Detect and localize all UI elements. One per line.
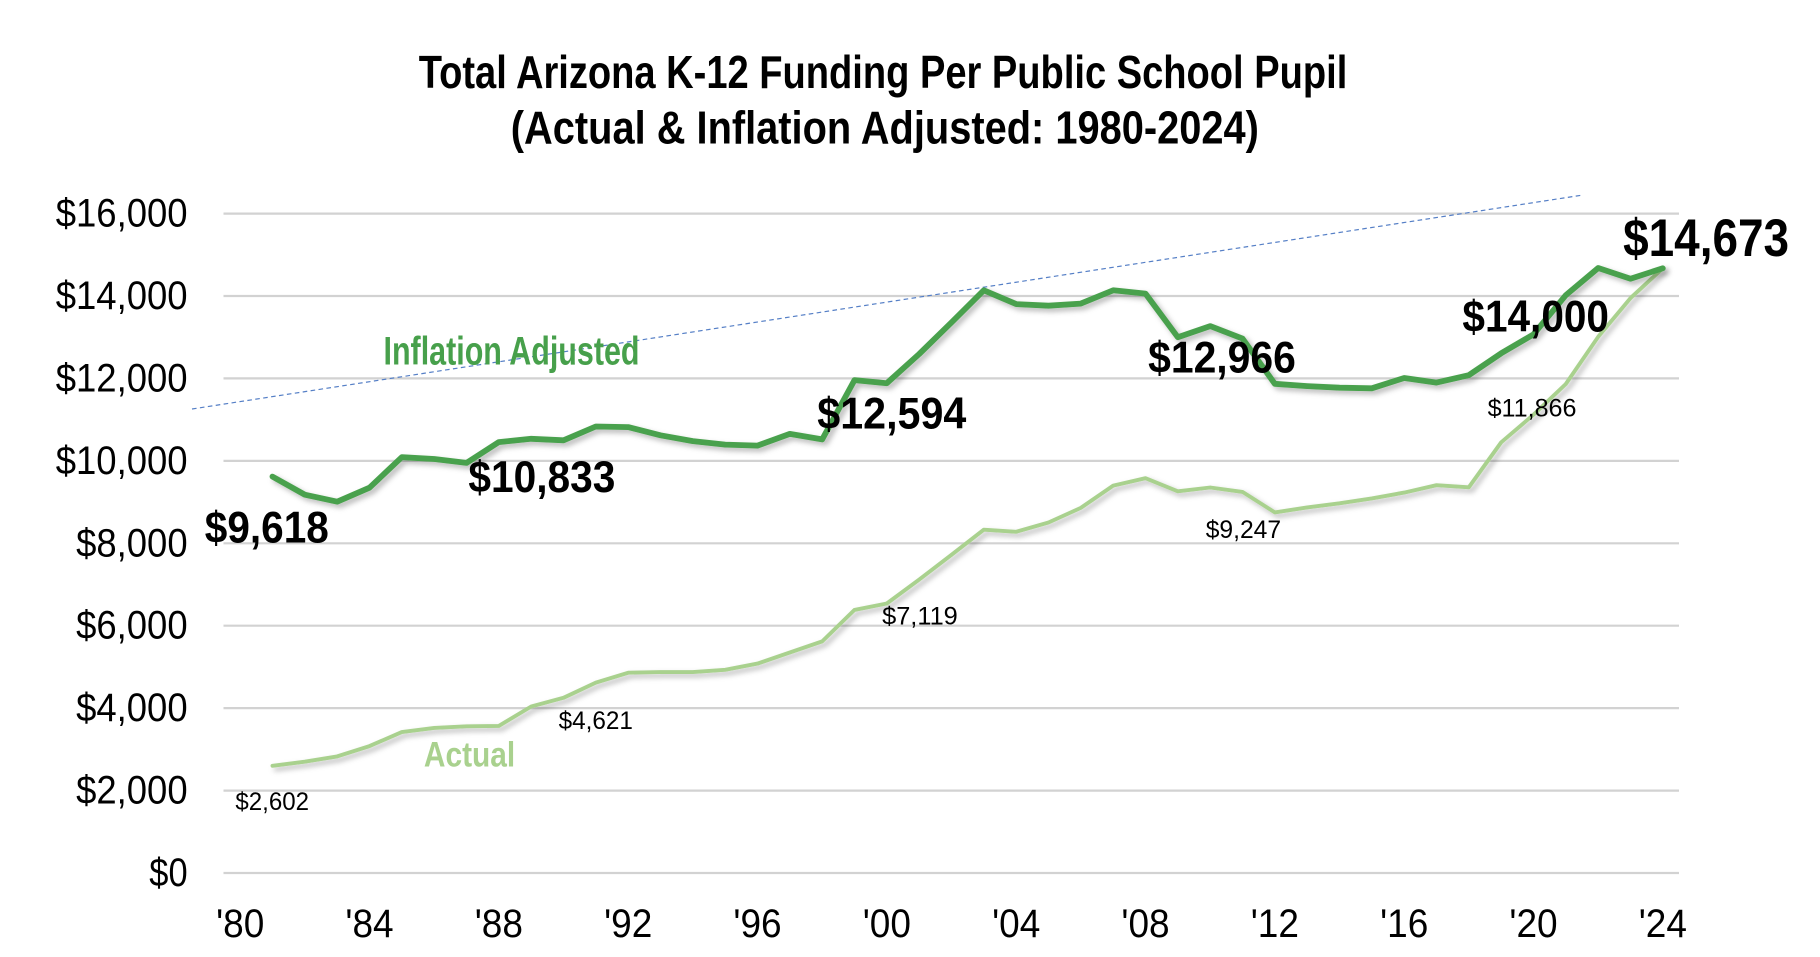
svg-text:'08: '08 bbox=[1121, 902, 1169, 946]
svg-text:(Actual & Inflation Adjusted:: (Actual & Inflation Adjusted: 1980-2024) bbox=[511, 102, 1259, 154]
svg-text:'92: '92 bbox=[604, 902, 652, 946]
svg-text:'00: '00 bbox=[863, 902, 911, 946]
svg-text:Inflation Adjusted: Inflation Adjusted bbox=[384, 329, 640, 373]
svg-text:'16: '16 bbox=[1380, 902, 1428, 946]
svg-text:$10,000: $10,000 bbox=[56, 439, 188, 483]
svg-text:$14,000: $14,000 bbox=[56, 274, 188, 318]
svg-text:'84: '84 bbox=[345, 902, 393, 946]
svg-text:'20: '20 bbox=[1509, 902, 1557, 946]
svg-text:$12,000: $12,000 bbox=[56, 356, 188, 400]
svg-text:$4,000: $4,000 bbox=[76, 686, 188, 730]
svg-text:$14,000: $14,000 bbox=[1462, 292, 1609, 342]
svg-text:$2,000: $2,000 bbox=[76, 769, 188, 813]
svg-text:$11,866: $11,866 bbox=[1488, 395, 1577, 423]
svg-text:'24: '24 bbox=[1639, 902, 1687, 946]
svg-text:Actual: Actual bbox=[424, 735, 515, 775]
svg-text:$0: $0 bbox=[149, 851, 187, 895]
svg-text:$8,000: $8,000 bbox=[76, 521, 188, 565]
svg-text:$9,618: $9,618 bbox=[205, 503, 329, 553]
svg-text:$7,119: $7,119 bbox=[882, 602, 958, 630]
svg-text:$10,833: $10,833 bbox=[468, 452, 615, 502]
svg-text:$2,602: $2,602 bbox=[235, 788, 309, 816]
svg-text:$14,673: $14,673 bbox=[1623, 209, 1789, 268]
svg-text:$16,000: $16,000 bbox=[56, 192, 188, 236]
svg-text:$6,000: $6,000 bbox=[76, 604, 188, 648]
svg-text:'04: '04 bbox=[992, 902, 1040, 946]
svg-text:'96: '96 bbox=[733, 902, 781, 946]
svg-text:'12: '12 bbox=[1251, 902, 1299, 946]
svg-text:Total Arizona K-12 Funding Per: Total Arizona K-12 Funding Per Public Sc… bbox=[419, 46, 1348, 98]
svg-text:$4,621: $4,621 bbox=[559, 707, 633, 735]
svg-text:$12,594: $12,594 bbox=[817, 389, 966, 439]
svg-text:'80: '80 bbox=[216, 902, 264, 946]
svg-text:'88: '88 bbox=[475, 902, 523, 946]
svg-text:$12,966: $12,966 bbox=[1148, 333, 1296, 383]
svg-text:$9,247: $9,247 bbox=[1206, 516, 1281, 544]
